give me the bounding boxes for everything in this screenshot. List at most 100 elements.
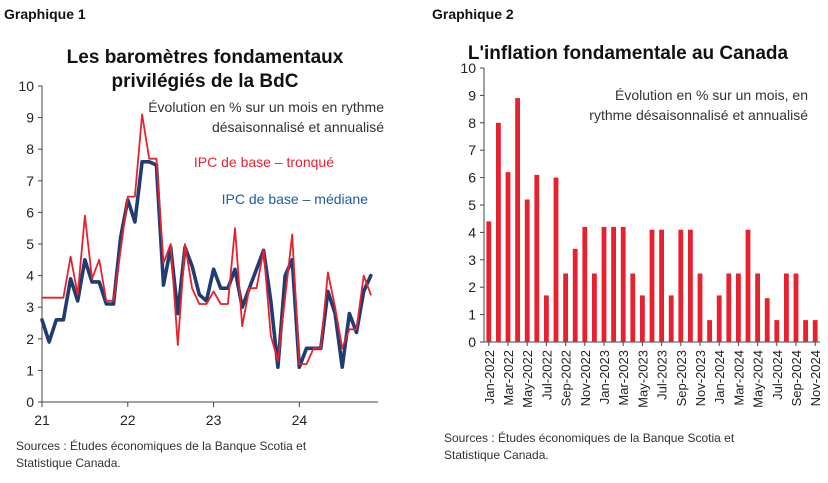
x-tick-label: Jan-2024 (712, 350, 727, 404)
chart-title-line: privilégiés de la BdC (111, 71, 299, 92)
bar (784, 273, 789, 342)
x-tick-label: Mar-2022 (501, 350, 516, 406)
bar (544, 295, 549, 342)
x-tick-label: May-2024 (751, 350, 766, 408)
bar (745, 229, 751, 342)
y-tick-label: 1 (468, 307, 476, 323)
x-tick-label: Jan-2022 (482, 350, 497, 404)
bar (726, 273, 732, 342)
bar (601, 226, 607, 342)
chart-title: Les baromètres fondamentaux privilégiés … (40, 46, 370, 94)
bar (803, 320, 808, 342)
legend-label-mediane: IPC de base – médiane (222, 191, 369, 207)
bar (534, 174, 540, 342)
chart-panel-2: Graphique 2 L'inflation fondamentale au … (414, 0, 828, 483)
chart-subtitle: désaisonnalisé et annualisé (212, 119, 384, 135)
y-tick-label: 7 (468, 142, 476, 158)
chart-title: L'inflation fondamentale au Canada (467, 43, 789, 64)
chart-subtitle: Évolution en % sur un mois, en (615, 87, 808, 103)
bar (697, 273, 703, 342)
y-tick-label: 2 (26, 331, 34, 347)
bar (764, 298, 770, 342)
bar (649, 229, 655, 342)
x-tick-label: 24 (292, 412, 308, 428)
bar (563, 273, 568, 342)
y-tick-label: 7 (26, 173, 34, 189)
x-tick-label: Sep-2024 (789, 350, 804, 406)
graph-label: Graphique 1 (4, 6, 86, 22)
bars (486, 98, 818, 342)
y-tick-label: 10 (460, 60, 476, 76)
y-tick-label: 2 (468, 279, 476, 295)
bar (755, 273, 760, 342)
x-tick-label: Nov-2022 (578, 350, 593, 406)
x-tick-label: Jul-2022 (539, 350, 554, 400)
y-tick-label: 5 (26, 236, 34, 252)
y-tick-label: 10 (18, 78, 34, 94)
x-tick-label: 21 (34, 412, 50, 428)
y-tick-label: 8 (468, 115, 476, 131)
bar (678, 229, 684, 342)
bar (611, 226, 616, 342)
chart-title-line: Les baromètres fondamentaux (66, 47, 344, 68)
bar (668, 295, 674, 342)
x-tick-label: May-2023 (635, 350, 650, 408)
bar (688, 229, 693, 342)
bar (774, 320, 780, 342)
sources-line: Statistique Canada. (444, 448, 549, 462)
sources-line: Statistique Canada. (16, 456, 121, 470)
y-tick-label: 4 (26, 268, 34, 284)
graph-label: Graphique 2 (432, 6, 514, 22)
sources-line: Sources : Études économiques de la Banqu… (444, 431, 735, 445)
bar (736, 273, 741, 342)
y-tick-label: 3 (26, 299, 34, 315)
y-tick-label: 8 (26, 141, 34, 157)
x-tick-label: 23 (206, 412, 222, 428)
bar (716, 295, 722, 342)
x-tick-label: Jul-2023 (655, 350, 670, 400)
y-tick-label: 6 (468, 170, 476, 186)
bar (630, 273, 636, 342)
y-tick-label: 9 (468, 87, 476, 103)
bar (707, 320, 712, 342)
sources-line: Sources : Études économiques de la Banqu… (16, 439, 307, 453)
y-tick-label: 3 (468, 252, 476, 268)
x-tick-label: 22 (120, 412, 136, 428)
x-tick-label: Nov-2023 (693, 350, 708, 406)
x-tick-label: Mar-2024 (731, 350, 746, 406)
sources-note: Sources : Études économiques de la Banqu… (16, 438, 346, 472)
y-tick-label: 9 (26, 110, 34, 126)
bar (505, 172, 511, 342)
chart-subtitle: Évolution en % sur un mois en rythme (148, 99, 384, 115)
y-tick-label: 4 (468, 224, 476, 240)
x-tick-label: Jan-2023 (597, 350, 612, 404)
sources-note: Sources : Études économiques de la Banqu… (444, 430, 784, 464)
axes: 0 1 2 3 4 5 6 7 8 9 10 Jan-2022 Mar-2022 May-2022 Jul-… (460, 60, 823, 408)
x-tick-label: Nov-2024 (808, 350, 823, 406)
x-tick-label: Mar-2023 (616, 350, 631, 406)
bar (659, 229, 664, 342)
bar (515, 98, 520, 342)
bar (812, 320, 818, 342)
bar (793, 273, 799, 342)
bar (640, 295, 645, 342)
bar (524, 199, 530, 342)
series-lines (40, 113, 373, 370)
bar-chart: 0 1 2 3 4 5 6 7 8 9 10 Jan-2022 Mar-2022 May-2022 Jul-… (460, 60, 823, 408)
bar (496, 122, 501, 342)
chart-subtitle: rythme désaisonnalisé et annualisé (589, 107, 808, 123)
y-tick-label: 0 (26, 394, 34, 410)
bar (592, 273, 597, 342)
x-tick-label: Sep-2022 (559, 350, 574, 406)
bar (486, 221, 492, 342)
series-line-tronque (41, 113, 372, 366)
bar (620, 226, 626, 342)
legend-label-tronque: IPC de base – tronqué (194, 154, 334, 170)
bar (553, 177, 559, 342)
x-tick-label: May-2022 (520, 350, 535, 408)
chart-panel-1: Graphique 1 Les baromètres fondamentaux … (0, 0, 410, 483)
y-tick-label: 1 (26, 362, 34, 378)
bar (582, 226, 588, 342)
